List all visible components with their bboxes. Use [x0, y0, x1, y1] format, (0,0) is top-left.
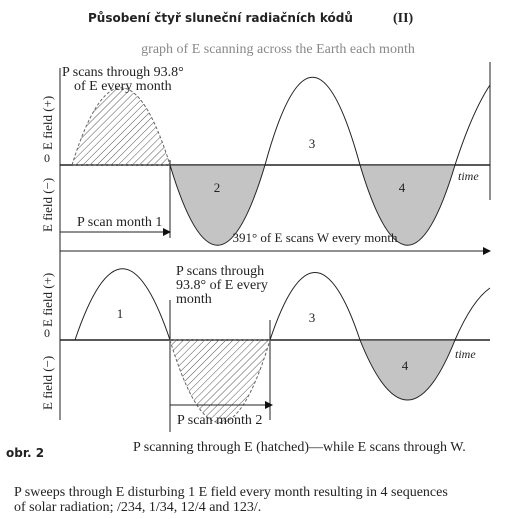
zero: 0 [44, 326, 50, 340]
annotation: P scans through 93.8° [62, 65, 184, 80]
scan-label: P scan month 2 [177, 413, 262, 428]
hatched-hump [169, 339, 271, 423]
annotation: month [176, 292, 212, 307]
annotation: P scans through [176, 264, 264, 279]
annotation: of E every month [74, 79, 172, 94]
wave [74, 268, 171, 341]
top-panel [59, 62, 491, 265]
region-label: 4 [402, 358, 409, 373]
scan-label: 391° of E scans W every month [232, 230, 398, 245]
region-label: 3 [309, 136, 316, 151]
y-label: E field (−) [40, 178, 55, 232]
wave [264, 77, 361, 166]
annotation: 93.8° of E every [176, 278, 268, 293]
region-label: 4 [399, 180, 406, 195]
time-label: time [455, 347, 476, 361]
scan-label: P scan month 1 [77, 215, 162, 230]
wave [454, 84, 491, 166]
shaded-hump [359, 164, 456, 246]
figure-label: obr. 2 [6, 446, 44, 460]
shaded-hump [359, 339, 456, 401]
part: (II) [393, 11, 414, 26]
y-label: E field (−) [40, 356, 55, 410]
bottom-panel [59, 258, 491, 432]
y-label: E field (+) [40, 96, 55, 150]
shaded-hump [169, 164, 266, 246]
caption: P scanning through E (hatched)—while E s… [133, 440, 466, 455]
footer: of solar radiation; /234, 1/34, 12/4 and… [14, 500, 261, 515]
hatched-hump [71, 87, 171, 166]
region-label: 1 [117, 306, 124, 321]
zero: 0 [44, 151, 50, 165]
region-label: 3 [309, 310, 316, 325]
wave [454, 287, 491, 341]
subtitle: graph of E scanning across the Earth eac… [141, 42, 415, 57]
footer: P sweeps through E disturbing 1 E field … [14, 485, 448, 500]
time-label: time [458, 169, 479, 183]
y-label: E field (+) [40, 273, 55, 327]
title: Působení čtyř sluneční radiačních kódů [88, 11, 353, 25]
wave [269, 272, 361, 341]
region-label: 2 [214, 180, 221, 195]
